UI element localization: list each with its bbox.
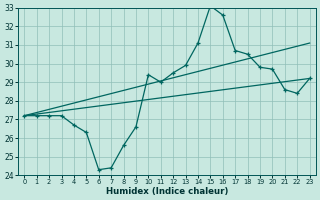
X-axis label: Humidex (Indice chaleur): Humidex (Indice chaleur)	[106, 187, 228, 196]
